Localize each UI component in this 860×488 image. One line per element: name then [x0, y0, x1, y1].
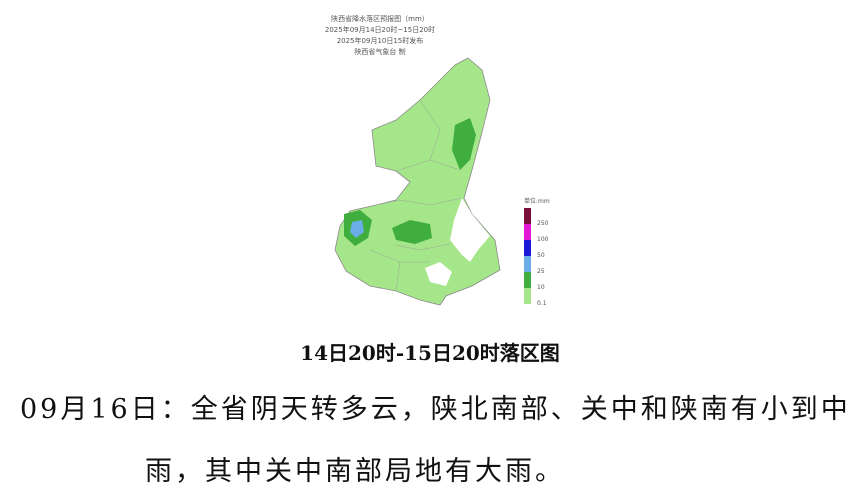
figure-caption: 14日20时-15日20时落区图 [300, 341, 560, 365]
legend-item: 0.1 [524, 288, 550, 307]
legend-item: 250 [524, 208, 550, 227]
legend-item: 100 [524, 224, 550, 243]
legend-item: 50 [524, 240, 550, 259]
forecast-text-line-1: 09月16日：全省阴天转多云，陕北南部、关中和陕南有小到中 [20, 394, 851, 425]
map-title: 陕西省降水落区预报图（mm） [331, 15, 429, 23]
moderate-rain-area-north [452, 118, 476, 170]
map-header: 陕西省降水落区预报图（mm） 2025年09月14日20时~15日20时 202… [290, 14, 470, 58]
map-issuer: 陕西省气象台 制 [354, 48, 406, 56]
legend-item: 10 [524, 272, 550, 291]
forecast-text-line-2: 雨，其中关中南部局地有大雨。 [145, 456, 565, 487]
legend-unit: 单位:mm [524, 198, 550, 205]
province-outline [334, 57, 501, 306]
moderate-rain-area-central [392, 220, 432, 244]
map-period: 2025年09月14日20时~15日20时 [324, 26, 436, 34]
county-boundaries [369, 99, 463, 292]
no-rain-area-east [450, 198, 490, 262]
no-rain-area-southeast [425, 262, 452, 286]
legend-item: 25 [524, 256, 550, 275]
precipitation-map [334, 57, 501, 306]
map-issued: 2025年09月10日15时发布 [336, 37, 424, 45]
map-legend: 单位:mm 250 100 50 25 10 0.1 [524, 196, 550, 307]
heavy-rain-area [350, 220, 364, 238]
